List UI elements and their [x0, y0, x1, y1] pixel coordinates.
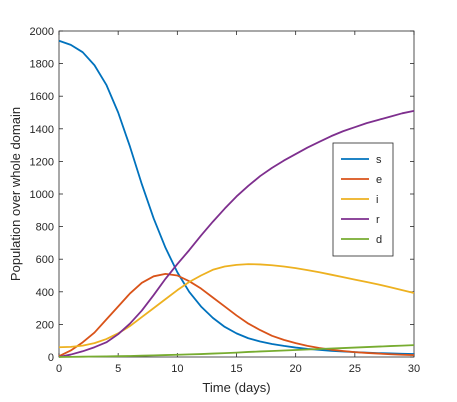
x-tick-label: 25	[349, 363, 361, 375]
legend-label-e: e	[376, 174, 382, 186]
x-tick-label: 30	[408, 363, 420, 375]
y-tick-label: 2000	[30, 26, 54, 38]
x-axis-ticks: 0 5 10 15 20 25 30	[56, 31, 420, 375]
y-tick-label: 1800	[30, 59, 54, 71]
series-lines	[58, 39, 415, 358]
y-tick-label: 200	[36, 319, 54, 331]
x-tick-label: 5	[115, 363, 121, 375]
y-axis-title: Population over whole domain	[8, 107, 23, 281]
x-tick-label: 15	[230, 363, 242, 375]
y-axis-ticks: 0 200 400 600 800 1000 1200 1400 1600 1800 2000	[30, 26, 414, 364]
y-tick-label: 400	[36, 287, 54, 299]
legend-label-r: r	[376, 214, 380, 226]
x-axis-title: Time (days)	[202, 380, 270, 395]
x-tick-label: 20	[290, 363, 302, 375]
y-tick-label: 800	[36, 222, 54, 234]
legend-label-d: d	[376, 234, 382, 246]
x-tick-label: 0	[56, 363, 62, 375]
series-line-r	[58, 109, 415, 358]
legend-label-i: i	[376, 194, 378, 206]
series-line-d	[58, 344, 415, 358]
y-tick-label: 0	[48, 352, 54, 364]
y-tick-label: 1600	[30, 91, 54, 103]
y-tick-label: 1200	[30, 156, 54, 168]
x-tick-label: 10	[171, 363, 183, 375]
legend-label-s: s	[376, 154, 382, 166]
y-tick-label: 1400	[30, 124, 54, 136]
y-tick-label: 600	[36, 254, 54, 266]
series-line-e	[58, 272, 415, 358]
y-tick-label: 1000	[30, 189, 54, 201]
